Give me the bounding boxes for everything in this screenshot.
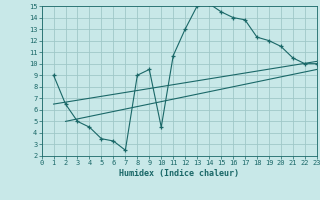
X-axis label: Humidex (Indice chaleur): Humidex (Indice chaleur)	[119, 169, 239, 178]
